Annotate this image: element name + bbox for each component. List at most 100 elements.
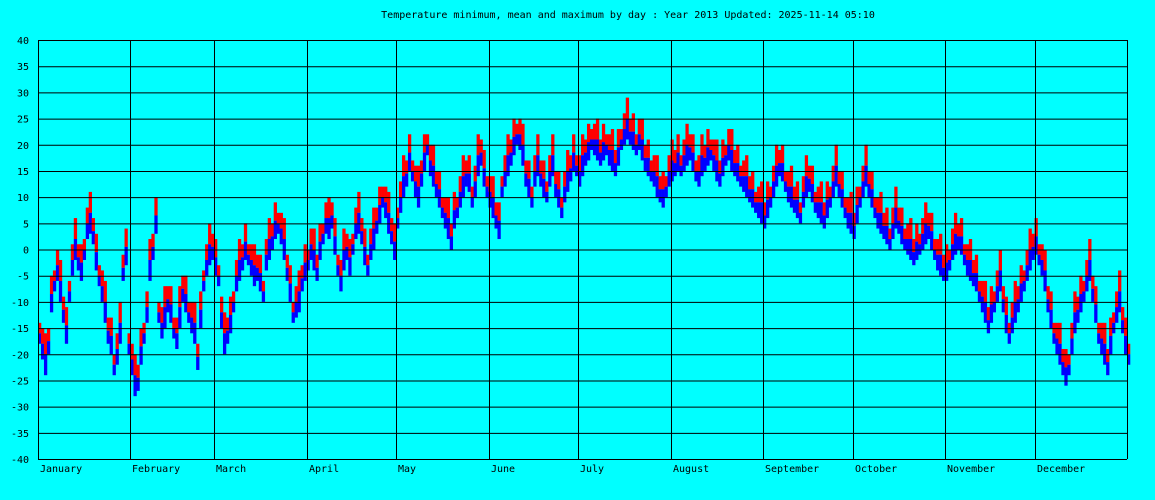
daily-bars: [38, 97, 1131, 397]
min-bar: [112, 364, 116, 376]
min-bar: [330, 215, 334, 229]
max-bar: [1121, 307, 1125, 321]
max-bar: [682, 139, 686, 156]
max-bar: [1112, 312, 1116, 323]
max-bar: [1115, 291, 1119, 308]
max-bar: [545, 181, 549, 192]
min-bar: [786, 186, 791, 203]
max-bar: [40, 328, 45, 344]
min-bar: [61, 309, 66, 323]
min-bar: [536, 155, 540, 177]
max-bar: [431, 144, 436, 166]
max-bar: [557, 170, 561, 190]
max-bar: [1070, 322, 1074, 339]
min-bar: [658, 189, 662, 203]
min-bar: [345, 246, 349, 260]
min-bar: [315, 267, 319, 281]
min-bar: [121, 267, 125, 281]
y-tick-label: 25: [17, 115, 29, 126]
max-bar: [136, 364, 140, 378]
max-bar: [843, 197, 847, 208]
min-bar: [595, 139, 600, 161]
min-bar: [169, 304, 173, 323]
max-bar: [106, 317, 110, 331]
max-bar: [240, 244, 245, 258]
grid-lines: [38, 40, 1128, 460]
min-bar: [682, 155, 686, 171]
max-bar: [837, 170, 841, 185]
min-bar: [962, 254, 967, 266]
max-bar: [360, 218, 364, 232]
max-bar: [470, 186, 474, 198]
max-bar: [455, 197, 459, 208]
min-bar: [133, 375, 137, 397]
min-bar: [336, 265, 340, 276]
max-bar: [512, 118, 516, 137]
max-bar: [413, 165, 418, 182]
max-bar: [151, 233, 155, 247]
y-tick-label: 10: [17, 193, 29, 204]
min-bar: [780, 163, 785, 182]
min-bar: [494, 215, 498, 229]
max-bar: [1022, 270, 1026, 281]
max-bar: [345, 233, 349, 247]
min-bar: [861, 181, 865, 198]
min-bar: [763, 215, 767, 229]
min-bar: [348, 257, 352, 276]
max-bar: [410, 160, 415, 171]
max-bar: [190, 301, 194, 318]
min-bar: [40, 343, 45, 360]
max-bar: [121, 254, 125, 268]
max-bar: [73, 218, 78, 240]
min-bar: [891, 223, 895, 240]
min-bar: [634, 144, 638, 156]
min-bar: [300, 278, 304, 292]
min-bar: [231, 301, 236, 313]
min-bar: [130, 359, 134, 376]
min-bar: [661, 189, 665, 208]
max-bar: [998, 249, 1002, 271]
max-bar: [807, 165, 812, 179]
min-bar: [995, 286, 999, 302]
min-bar: [560, 207, 564, 219]
min-bar: [646, 157, 650, 177]
min-bar: [1076, 309, 1080, 323]
min-bar: [279, 228, 283, 245]
min-bar: [1052, 333, 1056, 344]
max-bar: [834, 144, 838, 166]
min-bar: [109, 335, 113, 355]
min-bar: [312, 249, 316, 271]
min-bar: [983, 301, 988, 323]
min-bar: [724, 155, 728, 166]
max-bar: [500, 176, 504, 187]
max-bar: [503, 155, 507, 171]
max-bar: [482, 149, 486, 169]
max-bar: [751, 170, 755, 190]
min-bar: [1046, 299, 1050, 313]
min-bar: [249, 259, 254, 276]
max-bar: [1016, 286, 1020, 300]
max-bar: [906, 223, 910, 240]
min-bar: [915, 241, 919, 260]
min-bar: [211, 246, 215, 260]
max-bar: [1085, 259, 1089, 276]
max-bar: [1013, 280, 1017, 302]
max-bar: [930, 212, 934, 232]
min-bar: [205, 259, 209, 276]
min-bar: [828, 197, 832, 208]
max-bar: [583, 139, 588, 153]
max-bar: [891, 207, 895, 224]
max-bar: [330, 202, 334, 216]
max-bar: [1010, 301, 1014, 318]
min-bar: [628, 131, 633, 145]
min-bar: [521, 144, 525, 166]
max-bar: [819, 181, 823, 203]
max-bar: [479, 139, 483, 153]
min-bar: [971, 273, 976, 287]
min-bar: [1067, 364, 1071, 376]
max-bar: [703, 144, 707, 158]
max-bar: [485, 176, 489, 187]
max-bar: [873, 197, 877, 208]
min-bar: [202, 280, 206, 292]
max-bar: [721, 139, 725, 158]
